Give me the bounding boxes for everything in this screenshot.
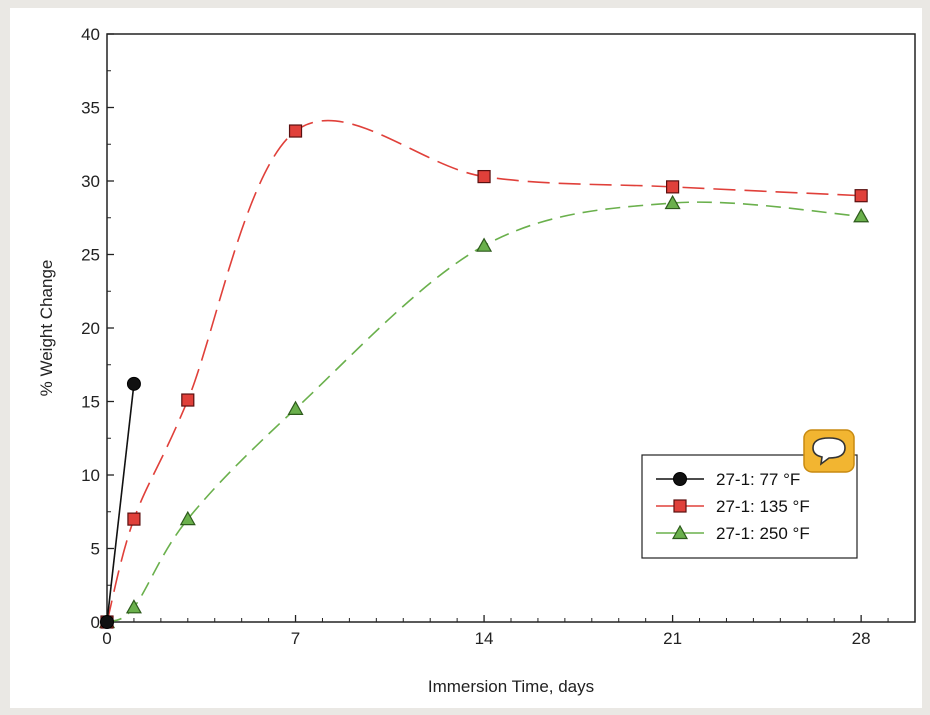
speech-bubble-icon[interactable] bbox=[803, 429, 855, 473]
legend-label: 27-1: 250 °F bbox=[716, 524, 810, 543]
series-line bbox=[106, 201, 862, 623]
legend-marker bbox=[673, 472, 687, 486]
data-point bbox=[477, 169, 491, 184]
series-circle bbox=[100, 376, 141, 629]
legend-item: 27-1: 135 °F bbox=[656, 497, 810, 516]
y-tick-label: 40 bbox=[81, 25, 100, 44]
series-triangle bbox=[98, 194, 870, 629]
data-point bbox=[181, 393, 195, 407]
y-tick-label: 0 bbox=[91, 613, 100, 632]
data-point bbox=[476, 237, 493, 252]
y-axis-label: % Weight Change bbox=[37, 260, 56, 397]
y-tick-label: 5 bbox=[91, 540, 100, 559]
y-tick-label: 30 bbox=[81, 172, 100, 191]
series-line bbox=[106, 383, 135, 623]
y-axis: 0 5 10 15 20 25 30 35 40 bbox=[81, 25, 114, 632]
chart-frame: 0 5 10 15 20 25 30 35 40 0 7 14 21 28 Immersion Time… bbox=[10, 8, 922, 708]
data-point bbox=[288, 124, 303, 138]
x-tick-label: 0 bbox=[102, 629, 111, 648]
series-layer bbox=[98, 119, 870, 629]
x-axis: 0 7 14 21 28 bbox=[102, 615, 889, 648]
data-point bbox=[126, 376, 141, 391]
data-point bbox=[853, 208, 870, 223]
x-tick-label: 28 bbox=[852, 629, 871, 648]
data-point bbox=[854, 189, 868, 203]
data-point bbox=[100, 615, 114, 629]
x-tick-label: 7 bbox=[291, 629, 300, 648]
data-point bbox=[664, 194, 681, 210]
y-tick-label: 35 bbox=[81, 99, 100, 118]
data-point bbox=[665, 180, 680, 194]
data-point bbox=[179, 510, 196, 526]
x-axis-label: Immersion Time, days bbox=[428, 677, 594, 696]
legend-label: 27-1: 77 °F bbox=[716, 470, 800, 489]
line-chart: 0 5 10 15 20 25 30 35 40 0 7 14 21 28 Immersion Time… bbox=[37, 25, 916, 696]
legend-label: 27-1: 135 °F bbox=[716, 497, 810, 516]
y-tick-label: 25 bbox=[81, 246, 100, 265]
legend-item: 27-1: 250 °F bbox=[656, 524, 810, 543]
data-point bbox=[127, 512, 141, 526]
y-tick-label: 20 bbox=[81, 319, 100, 338]
x-tick-label: 14 bbox=[475, 629, 494, 648]
legend-marker bbox=[671, 524, 689, 540]
legend-marker bbox=[673, 499, 687, 513]
data-point bbox=[125, 599, 142, 614]
x-tick-label: 21 bbox=[663, 629, 682, 648]
y-tick-label: 15 bbox=[81, 393, 100, 412]
y-tick-label: 10 bbox=[81, 466, 100, 485]
legend-item: 27-1: 77 °F bbox=[656, 470, 800, 489]
data-point bbox=[287, 400, 304, 415]
